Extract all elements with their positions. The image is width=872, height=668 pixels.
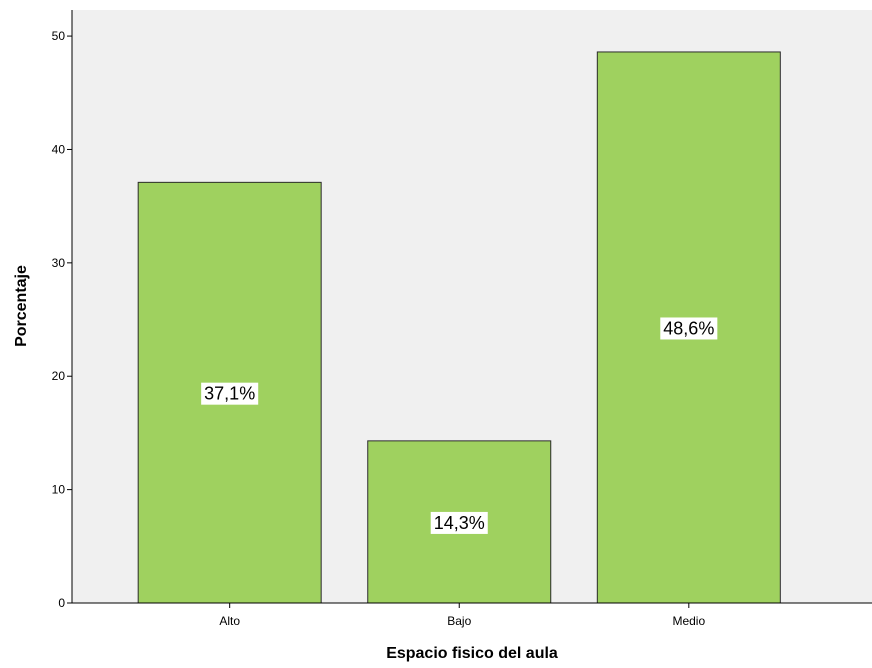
y-tick-label: 10 (52, 483, 66, 497)
x-axis: Alto Bajo Medio (219, 603, 705, 628)
data-label-background (660, 317, 718, 340)
data-label: 14,3% (434, 513, 485, 533)
data-label: 37,1% (204, 384, 255, 404)
data-label-background (201, 382, 259, 405)
data-labels: 37,1% 14,3% 48,6% (201, 317, 718, 534)
y-axis-title: Porcentaje (13, 265, 30, 347)
y-tick-label: 30 (52, 256, 66, 270)
x-tick-label: Bajo (447, 614, 471, 628)
y-axis: 0 10 20 30 40 50 (52, 29, 72, 610)
x-axis-title: Espacio fisico del aula (386, 645, 558, 662)
x-tick-label: Alto (219, 614, 240, 628)
x-tick-label: Medio (672, 614, 705, 628)
y-tick-label: 40 (52, 142, 66, 156)
y-tick-label: 50 (52, 29, 66, 43)
y-tick-label: 0 (58, 596, 65, 610)
data-label: 48,6% (663, 318, 714, 338)
y-tick-label: 20 (52, 369, 66, 383)
data-label-background (430, 511, 488, 534)
